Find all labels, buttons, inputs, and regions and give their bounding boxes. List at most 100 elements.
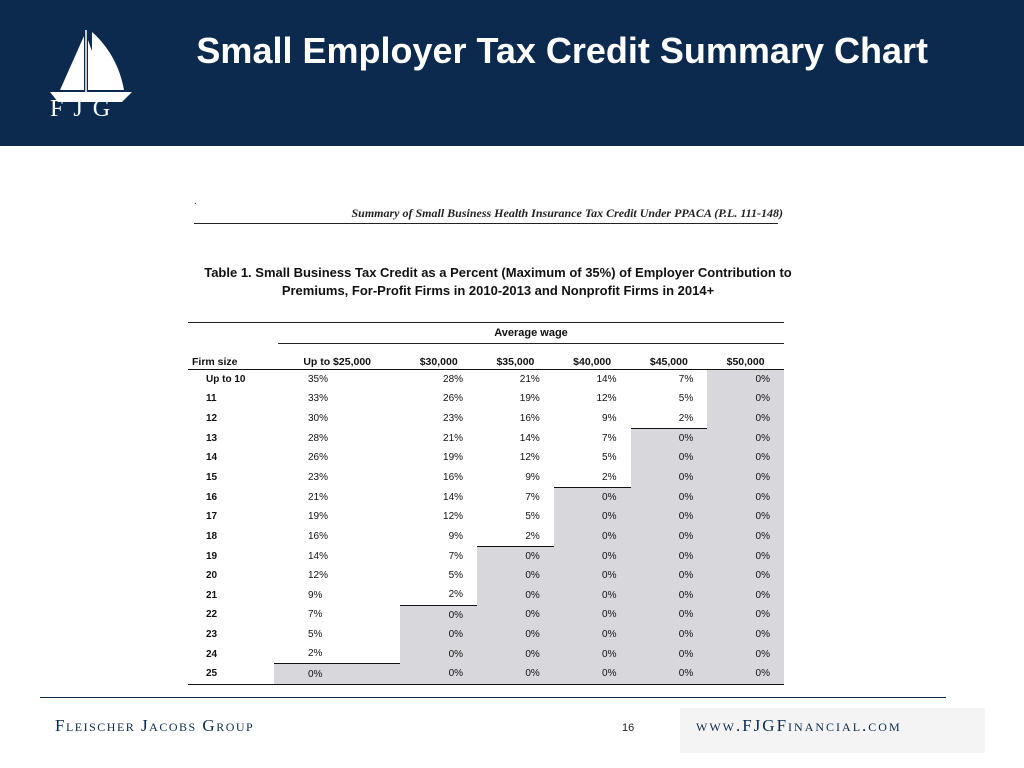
column-header: $30,000 xyxy=(400,355,478,370)
table-caption: Table 1. Small Business Tax Credit as a … xyxy=(204,265,792,298)
credit-cell: 0% xyxy=(630,526,708,547)
column-header: Firm size xyxy=(188,355,274,370)
credit-cell: 0% xyxy=(630,427,708,449)
table-row: Up to 10 35% 28% 21% 14% 7% 0% xyxy=(188,369,784,390)
credit-cell: 28% xyxy=(308,432,329,444)
group-header-average-wage: Average wage xyxy=(494,327,568,339)
credit-cell: 0% xyxy=(707,389,784,409)
website-url: www.FJGFinancial.com xyxy=(696,716,902,735)
firm-size-cell: 17 xyxy=(206,511,218,523)
credit-cell: 5% xyxy=(308,629,323,640)
table-row: 17 19% 12% 5% 0% 0% 0% xyxy=(188,507,784,527)
credit-cell: 2% xyxy=(448,589,464,601)
divider xyxy=(278,343,784,344)
credit-cell: 16% xyxy=(308,530,329,542)
credit-cell: 0% xyxy=(630,487,708,508)
credit-cell: 19% xyxy=(443,452,464,464)
credit-cell: 14% xyxy=(308,550,329,562)
credit-cell: 0% xyxy=(707,487,784,508)
credit-cell: 7% xyxy=(525,491,540,503)
firm-name: Fleischer Jacobs Group xyxy=(55,716,255,735)
credit-cell: 0% xyxy=(630,644,708,664)
credit-cell: 5% xyxy=(448,570,464,582)
credit-cell: 0% xyxy=(707,644,784,664)
credit-cell: 12% xyxy=(519,452,540,464)
credit-cell: 30% xyxy=(308,412,329,424)
firm-size-cell: 19 xyxy=(206,550,218,562)
credit-cell: 5% xyxy=(525,511,540,523)
credit-cell: 0% xyxy=(630,467,708,488)
table-row: 14 26% 19% 12% 5% 0% 0% xyxy=(188,448,784,468)
credit-cell: 19% xyxy=(519,393,540,405)
credit-cell: 19% xyxy=(308,511,329,523)
credit-cell: 0% xyxy=(553,507,631,527)
credit-cell: 0% xyxy=(477,585,554,606)
credit-cell: 0% xyxy=(630,565,708,586)
credit-cell: 0% xyxy=(630,546,708,566)
credit-cell: 0% xyxy=(553,486,631,508)
document-title: Summary of Small Business Health Insuran… xyxy=(351,206,783,220)
firm-size-cell: 12 xyxy=(206,412,218,424)
credit-cell: 28% xyxy=(443,374,464,386)
credit-cell: 2% xyxy=(602,471,617,483)
credit-cell: 0% xyxy=(707,408,784,429)
table-row: 12 30% 23% 16% 9% 2% 0% xyxy=(188,408,784,429)
credit-cell: 23% xyxy=(443,412,464,424)
credit-cell: 0% xyxy=(477,644,554,664)
column-header: $50,000 xyxy=(707,355,784,370)
table-row: 18 16% 9% 2% 0% 0% 0% xyxy=(188,526,784,547)
credit-cell: 0% xyxy=(553,585,631,606)
credit-cell: 0% xyxy=(553,546,631,566)
firm-size-cell: 23 xyxy=(206,629,218,640)
credit-cell: 0% xyxy=(707,624,784,645)
table-row: 11 33% 26% 19% 12% 5% 0% xyxy=(188,389,784,409)
credit-cell: 0% xyxy=(707,507,784,527)
credit-cell: 26% xyxy=(308,452,329,464)
credit-cell: 2% xyxy=(678,412,694,424)
credit-cell: 21% xyxy=(308,491,329,503)
credit-cell: 21% xyxy=(519,374,540,386)
credit-cell: 33% xyxy=(308,393,329,405)
credit-cell: 0% xyxy=(553,526,631,547)
table-row: 20 12% 5% 0% 0% 0% 0% xyxy=(188,565,784,586)
credit-cell: 0% xyxy=(553,663,631,685)
credit-cell: 9% xyxy=(448,530,464,542)
firm-size-cell: 16 xyxy=(206,491,218,503)
table-row: 16 21% 14% 7% 0% 0% 0% xyxy=(188,486,784,508)
credit-cell: 0% xyxy=(477,605,554,625)
credit-cell: 0% xyxy=(477,663,554,685)
credit-cell: 5% xyxy=(602,452,617,464)
credit-cell: 9% xyxy=(602,412,617,424)
credit-cell: 7% xyxy=(308,609,323,621)
credit-cell: 35% xyxy=(308,374,329,386)
credit-cell: 12% xyxy=(308,570,329,582)
credit-cell: 12% xyxy=(443,511,464,523)
tax-credit-table: Firm size Up to $25,000 $30,000 $35,000 $40,… xyxy=(188,355,784,685)
table-row: 24 2% 0% 0% 0% 0% 0% xyxy=(188,644,784,664)
page-number: 16 xyxy=(622,722,635,734)
credit-cell: 0% xyxy=(477,624,554,645)
credit-cell: 21% xyxy=(443,432,464,444)
credit-cell: 14% xyxy=(596,374,617,386)
credit-cell: 0% xyxy=(707,585,784,606)
credit-cell: 7% xyxy=(602,432,617,444)
credit-cell: 14% xyxy=(519,432,540,444)
credit-cell: 16% xyxy=(443,471,464,483)
column-header: $45,000 xyxy=(630,355,708,370)
credit-cell: 0% xyxy=(707,663,784,685)
credit-cell: 0% xyxy=(630,605,708,625)
credit-cell: 26% xyxy=(443,393,464,405)
credit-cell: 0% xyxy=(553,644,631,664)
divider xyxy=(194,223,778,224)
credit-cell: 0% xyxy=(400,663,478,685)
embedded-document: . Summary of Small Business Health Insur… xyxy=(88,180,938,690)
table-row: 21 9% 2% 0% 0% 0% 0% xyxy=(188,585,784,606)
credit-cell: 0% xyxy=(553,565,631,586)
firm-size-cell: 22 xyxy=(206,609,218,621)
credit-cell: 0% xyxy=(707,565,784,586)
firm-size-cell: 24 xyxy=(206,648,218,660)
url-background xyxy=(680,708,985,753)
credit-cell: 0% xyxy=(630,448,708,468)
footer-divider xyxy=(40,697,946,698)
credit-cell: 7% xyxy=(678,374,694,386)
